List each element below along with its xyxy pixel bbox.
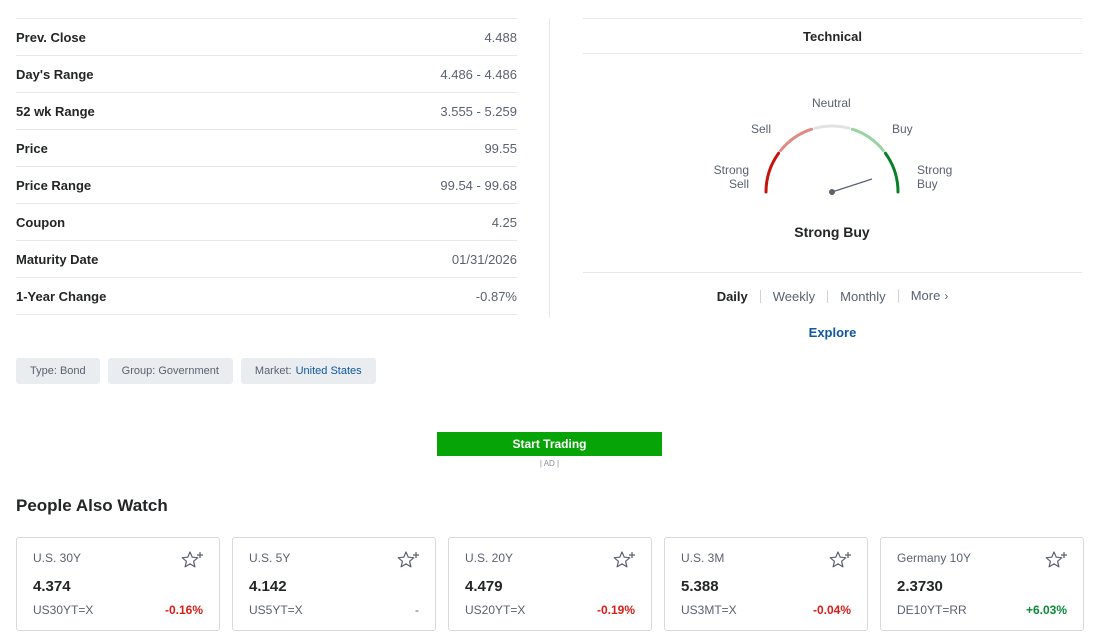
card-symbol: US5YT=X xyxy=(249,603,303,617)
period-weekly[interactable]: Weekly xyxy=(759,289,827,303)
period-selector: Daily Weekly Monthly More › xyxy=(583,289,1082,303)
card-change: -0.16% xyxy=(164,603,203,617)
watch-card[interactable]: U.S. 3M 5.388 US3MT=X -0.04% xyxy=(664,537,868,631)
stat-row: Maturity Date 01/31/2026 xyxy=(16,241,517,278)
key-stats-table: Prev. Close 4.488 Day's Range 4.486 - 4.48… xyxy=(16,18,517,315)
gauge-needle-hub xyxy=(829,189,835,195)
stat-value: 4.488 xyxy=(484,29,517,45)
stat-value: 99.54 - 99.68 xyxy=(440,177,517,193)
instrument-tags: Type: Bond Group: Government Market: Unit… xyxy=(16,358,376,384)
period-more-label: More xyxy=(910,288,941,303)
technical-gauge xyxy=(764,124,900,195)
card-price: 4.142 xyxy=(249,578,287,595)
card-symbol: DE10YT=RR xyxy=(897,603,967,617)
card-symbol: US30YT=X xyxy=(33,603,94,617)
add-to-watchlist-icon[interactable] xyxy=(181,550,205,572)
watch-cards: U.S. 30Y 4.374 US30YT=X -0.16% U.S. 5Y 4… xyxy=(16,537,1084,631)
add-to-watchlist-icon[interactable] xyxy=(829,550,853,572)
add-to-watchlist-icon[interactable] xyxy=(1045,550,1069,572)
period-monthly[interactable]: Monthly xyxy=(827,289,898,303)
card-symbol: US3MT=X xyxy=(681,603,737,617)
stat-label: Maturity Date xyxy=(16,251,99,267)
gauge-arc-neutral xyxy=(813,124,851,130)
period-daily[interactable]: Daily xyxy=(716,288,748,304)
stat-row: 1-Year Change -0.87% xyxy=(16,278,517,315)
card-change: - xyxy=(415,603,419,617)
stat-value: 4.486 - 4.486 xyxy=(440,66,517,82)
technical-divider xyxy=(583,272,1082,273)
gauge-arc-strong-sell xyxy=(764,151,781,194)
stat-row: Day's Range 4.486 - 4.486 xyxy=(16,56,517,93)
tag-market: Market: United States xyxy=(240,358,376,384)
card-change: +6.03% xyxy=(1025,603,1067,617)
tag-label: Market: xyxy=(254,365,292,377)
watch-card[interactable]: U.S. 30Y 4.374 US30YT=X -0.16% xyxy=(16,537,220,631)
gauge-arc-sell xyxy=(779,127,814,152)
stat-row: Price Range 99.54 - 99.68 xyxy=(16,167,517,204)
period-more[interactable]: More › xyxy=(897,288,961,303)
gauge-arc-buy xyxy=(850,127,885,152)
stat-label: Coupon xyxy=(16,214,66,230)
card-name: U.S. 20Y xyxy=(465,551,514,565)
stat-label: Price xyxy=(16,140,48,156)
stat-row: Coupon 4.25 xyxy=(16,204,517,241)
stat-value: -0.87% xyxy=(475,288,517,304)
tag-group: Group: Government xyxy=(107,358,233,384)
add-to-watchlist-icon[interactable] xyxy=(397,550,421,572)
gauge-label-buy: Buy xyxy=(892,122,913,136)
technical-summary: Strong Buy xyxy=(794,224,870,240)
add-to-watchlist-icon[interactable] xyxy=(613,550,637,572)
stat-value: 3.555 - 5.259 xyxy=(440,103,517,119)
watch-card[interactable]: Germany 10Y 2.3730 DE10YT=RR +6.03% xyxy=(880,537,1084,631)
tag-value: Bond xyxy=(59,365,86,377)
stat-label: Prev. Close xyxy=(16,29,86,45)
technical-header: Technical xyxy=(583,18,1082,54)
people-also-watch-title: People Also Watch xyxy=(16,496,168,515)
stat-label: 1-Year Change xyxy=(16,288,107,304)
gauge-needle xyxy=(831,178,873,193)
gauge-label-strong-sell: Strong Sell xyxy=(713,163,749,191)
market-link[interactable]: United States xyxy=(295,365,362,377)
gauge-arc-strong-buy xyxy=(883,151,900,194)
card-price: 2.3730 xyxy=(897,578,943,595)
start-trading-ad-button[interactable]: Start Trading xyxy=(437,432,662,456)
gauge-label-neutral: Neutral xyxy=(812,96,851,110)
stat-row: 52 wk Range 3.555 - 5.259 xyxy=(16,93,517,130)
card-change: -0.19% xyxy=(596,603,635,617)
watch-card[interactable]: U.S. 20Y 4.479 US20YT=X -0.19% xyxy=(448,537,652,631)
card-name: U.S. 3M xyxy=(681,551,725,565)
card-name: U.S. 5Y xyxy=(249,551,291,565)
tag-label: Group: xyxy=(121,365,156,377)
tag-value: Government xyxy=(158,365,219,377)
watch-card[interactable]: U.S. 5Y 4.142 US5YT=X - xyxy=(232,537,436,631)
card-price: 4.479 xyxy=(465,578,503,595)
gauge-label-strong-buy: Strong Buy xyxy=(917,163,953,191)
tag-label: Type: xyxy=(30,365,57,377)
stat-label: 52 wk Range xyxy=(16,103,95,119)
chevron-right-icon: › xyxy=(944,289,949,303)
card-symbol: US20YT=X xyxy=(465,603,526,617)
card-price: 4.374 xyxy=(33,578,71,595)
tag-type: Type: Bond xyxy=(16,358,100,384)
column-divider xyxy=(549,18,550,318)
explore-link[interactable]: Explore xyxy=(808,325,857,340)
stat-value: 4.25 xyxy=(491,214,517,230)
stat-label: Day's Range xyxy=(16,66,94,82)
stat-value: 99.55 xyxy=(484,140,517,156)
card-price: 5.388 xyxy=(681,578,719,595)
stat-label: Price Range xyxy=(16,177,92,193)
gauge-label-sell: Sell xyxy=(751,122,772,136)
stat-value: 01/31/2026 xyxy=(451,251,517,267)
card-change: -0.04% xyxy=(812,603,851,617)
stat-row: Price 99.55 xyxy=(16,130,517,167)
stat-row: Prev. Close 4.488 xyxy=(16,19,517,56)
card-name: U.S. 30Y xyxy=(33,551,82,565)
card-name: Germany 10Y xyxy=(897,551,972,565)
ad-label: | AD | xyxy=(539,459,560,468)
